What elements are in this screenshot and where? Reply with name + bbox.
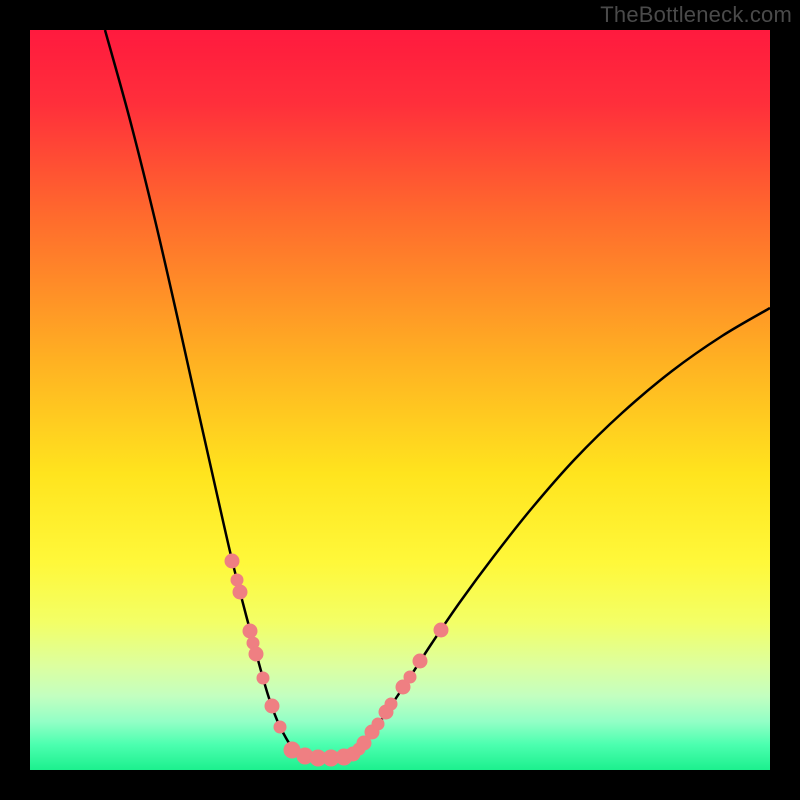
plot-background bbox=[30, 30, 770, 770]
scatter-point bbox=[413, 654, 427, 668]
scatter-point bbox=[233, 585, 247, 599]
scatter-point bbox=[385, 698, 397, 710]
chart-frame: TheBottleneck.com bbox=[0, 0, 800, 800]
scatter-point bbox=[265, 699, 279, 713]
scatter-point bbox=[274, 721, 286, 733]
scatter-point bbox=[249, 647, 263, 661]
scatter-point bbox=[231, 574, 243, 586]
bottleneck-chart bbox=[0, 0, 800, 800]
scatter-point bbox=[243, 624, 257, 638]
scatter-point bbox=[225, 554, 239, 568]
scatter-point bbox=[404, 671, 416, 683]
scatter-point bbox=[434, 623, 448, 637]
scatter-point bbox=[372, 718, 384, 730]
scatter-point bbox=[257, 672, 269, 684]
